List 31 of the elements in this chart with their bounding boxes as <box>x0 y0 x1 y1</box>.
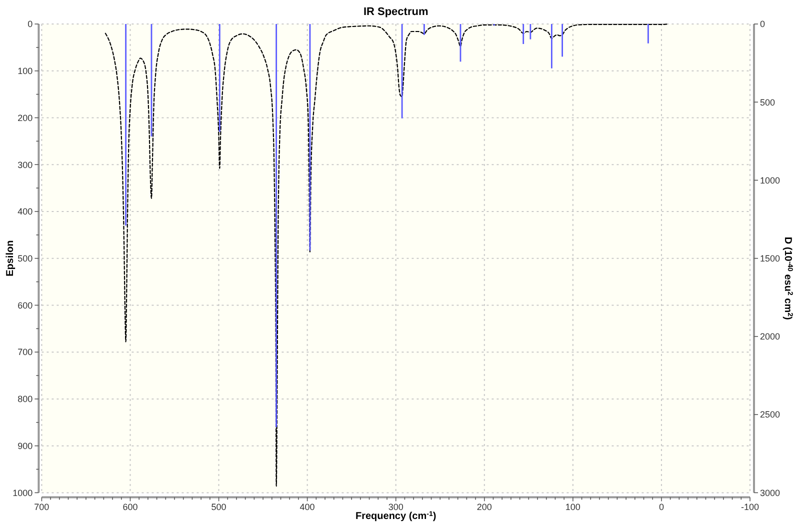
y-tick-label: 1000 <box>12 488 33 498</box>
y-tick-label: 800 <box>18 394 33 404</box>
x-tick-label: 100 <box>565 502 580 512</box>
y-tick-label: 300 <box>18 160 33 170</box>
y-tick-label: 200 <box>18 112 33 123</box>
y-tick-label: 100 <box>18 66 33 76</box>
x-tick-label: 200 <box>476 502 492 512</box>
y2-tick-label: 2500 <box>760 410 780 420</box>
y2-tick-label: 500 <box>760 97 776 108</box>
x-axis-title: Frequency (cm$^{-1}$) <box>355 510 436 522</box>
y-tick-label: 500 <box>18 254 33 264</box>
x-tick-label: 500 <box>211 502 226 512</box>
y-tick-label: 400 <box>18 206 33 217</box>
y2-tick-label: 3000 <box>760 488 780 498</box>
y2-tick-label: 1000 <box>760 175 780 186</box>
chart-title: IR Spectrum <box>363 6 428 18</box>
x-tick-label: -100 <box>740 502 760 512</box>
y-tick-label: 0 <box>28 19 33 30</box>
y2-tick-label: 0 <box>760 19 766 30</box>
x-tick-label: 400 <box>300 502 315 512</box>
x-tick-label: 600 <box>122 502 138 512</box>
line-series <box>104 23 670 487</box>
x-tick-label: 300 <box>388 502 404 512</box>
y2-tick-label: 1500 <box>760 254 780 264</box>
x-tick-label: 0 <box>658 502 664 512</box>
y-tick-label: 900 <box>18 440 33 451</box>
y-tick-label: 700 <box>18 347 33 358</box>
y2-tick-label: 2000 <box>760 332 780 342</box>
x-tick-label: 700 <box>34 502 50 512</box>
y-axis-title: Epsilon <box>5 240 16 276</box>
y-tick-label: 600 <box>18 300 33 310</box>
